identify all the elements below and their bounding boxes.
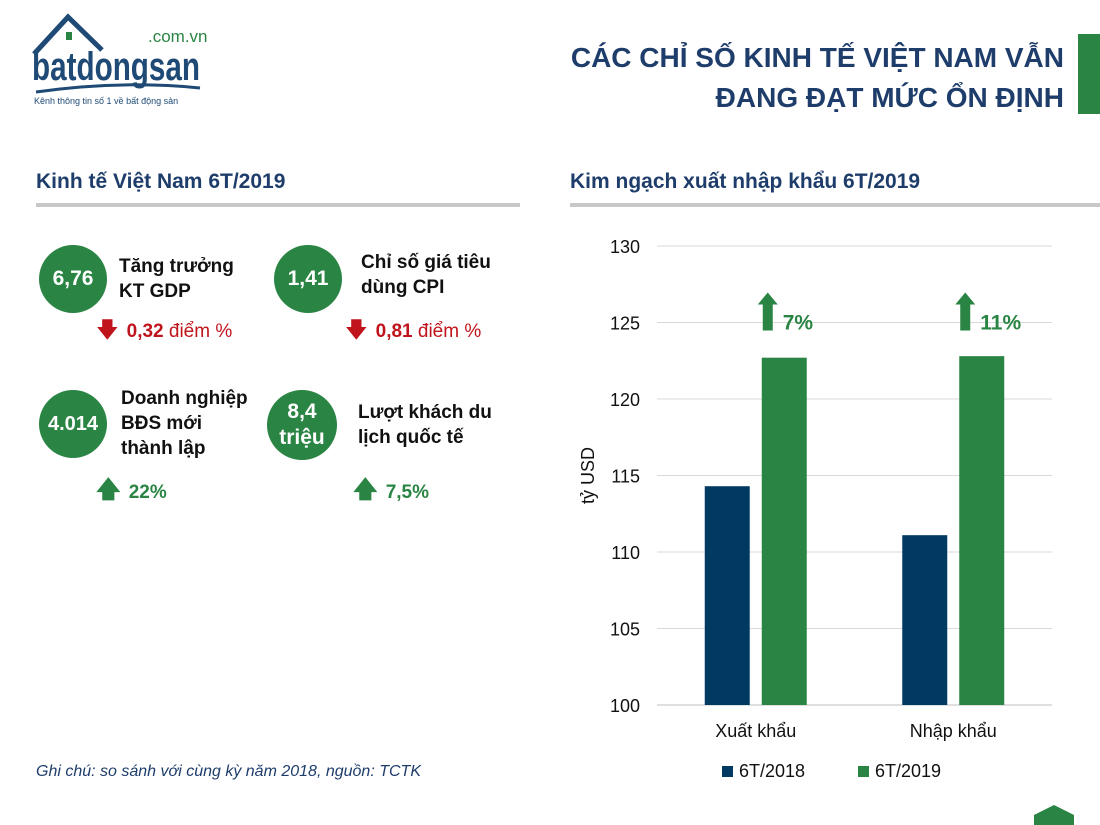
bar-6T-2019 bbox=[959, 356, 1005, 705]
y-axis-label: tỷ USD bbox=[578, 447, 598, 504]
legend-swatch bbox=[722, 766, 733, 777]
bar-chart: 100 105 110 115 120 125 130 tỷ USD Xuất khẩu 7% Nh… bbox=[578, 237, 1052, 741]
cpi-change: 🡇 0,81 điểm % bbox=[345, 313, 481, 351]
footnote: Ghi chú: so sánh với cùng kỳ năm 2018, n… bbox=[36, 763, 421, 780]
legend-swatch bbox=[858, 766, 869, 777]
y-tick-label: 100 bbox=[610, 696, 640, 716]
y-tick-label: 125 bbox=[610, 314, 640, 334]
svg-text:batdongsan: batdongsan bbox=[32, 45, 200, 89]
arrow-up-icon bbox=[955, 292, 976, 331]
scroll-up-icon[interactable] bbox=[1034, 805, 1074, 825]
y-tick-label: 120 bbox=[610, 390, 640, 410]
gdp-label: Tăng trưởng KT GDP bbox=[119, 256, 234, 302]
bar-6T-2019 bbox=[761, 357, 807, 705]
tourist-label: Lượt khách du lịch quốc tế bbox=[358, 402, 492, 448]
y-tick-label: 110 bbox=[611, 543, 640, 563]
left-section-title: Kinh tế Việt Nam 6T/2019 bbox=[36, 170, 286, 193]
enterprise-label: Doanh nghiệp BĐS mới thành lập bbox=[121, 388, 248, 459]
svg-text:.com.vn: .com.vn bbox=[148, 27, 208, 46]
divider bbox=[570, 203, 1100, 207]
arrow-up-icon: 🡅 bbox=[96, 476, 121, 503]
svg-text:Kênh thông tin số 1 về bất độn: Kênh thông tin số 1 về bất động sản bbox=[34, 96, 178, 106]
arrow-down-icon: 🡇 bbox=[345, 317, 368, 342]
arrow-down-icon: 🡇 bbox=[96, 317, 119, 342]
bar-6T-2018 bbox=[704, 486, 750, 705]
y-tick-label: 105 bbox=[610, 620, 640, 640]
bar-6T-2018 bbox=[902, 535, 948, 705]
cpi-label: Chỉ số giá tiêu dùng CPI bbox=[361, 252, 491, 298]
growth-annotation: 7% bbox=[783, 312, 814, 335]
gdp-value-circle: 6,76 bbox=[39, 245, 107, 313]
arrow-up-icon: 🡅 bbox=[353, 476, 378, 503]
x-tick-label: Nhập khẩu bbox=[910, 721, 997, 741]
accent-bar bbox=[1078, 34, 1100, 114]
tourist-value-circle: 8,4 triệu bbox=[267, 390, 337, 460]
y-tick-label: 115 bbox=[611, 467, 640, 487]
page-title: CÁC CHỈ SỐ KINH TẾ VIỆT NAM VẪN ĐANG ĐẠT … bbox=[570, 42, 1064, 113]
cpi-value-circle: 1,41 bbox=[274, 245, 342, 313]
gdp-change: 🡇 0,32 điểm % bbox=[96, 313, 232, 351]
enterprise-change: 🡅 22% bbox=[96, 472, 167, 513]
tourist-change: 🡅 7,5% bbox=[353, 472, 429, 513]
growth-annotation: 11% bbox=[980, 312, 1021, 335]
legend-item-2018: 6T/2018 bbox=[722, 761, 805, 782]
arrow-up-icon bbox=[757, 292, 778, 331]
x-tick-label: Xuất khẩu bbox=[715, 721, 796, 741]
enterprise-value-circle: 4.014 bbox=[39, 390, 107, 458]
legend-item-2019: 6T/2019 bbox=[858, 761, 941, 782]
y-tick-label: 130 bbox=[610, 237, 640, 257]
batdongsan-logo: .com.vn batdongsan Kênh thông tin số 1 v… bbox=[32, 13, 208, 106]
chart-title: Kim ngạch xuất nhập khẩu 6T/2019 bbox=[570, 170, 921, 193]
divider bbox=[36, 203, 520, 207]
